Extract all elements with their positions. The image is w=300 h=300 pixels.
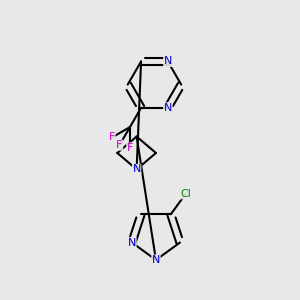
Text: N: N xyxy=(128,238,136,248)
Text: N: N xyxy=(132,164,141,174)
Text: F: F xyxy=(109,133,115,142)
Text: N: N xyxy=(164,103,172,113)
Text: F: F xyxy=(116,140,123,150)
Text: Cl: Cl xyxy=(180,189,191,199)
Text: N: N xyxy=(164,56,172,66)
Text: N: N xyxy=(152,255,160,265)
Text: F: F xyxy=(127,143,133,153)
